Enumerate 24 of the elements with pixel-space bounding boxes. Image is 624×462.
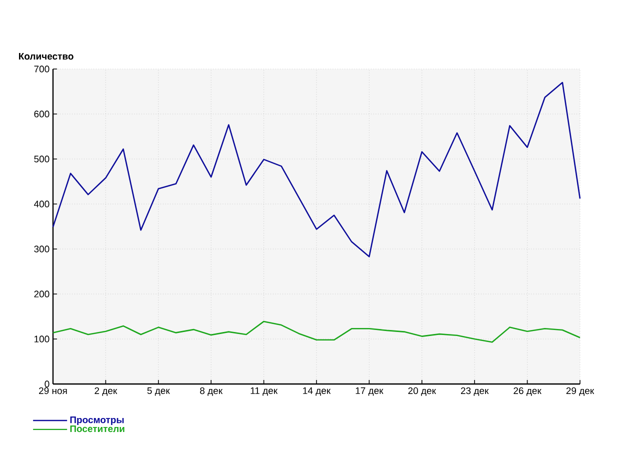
y-tick-label: 200 [34,290,50,298]
x-tick-label: 2 дек [94,387,118,396]
x-tick-label: 5 дек [147,387,170,396]
x-tick-label: 29 дек [566,387,594,396]
x-tick-label: 20 дек [408,387,436,396]
y-tick-label: 300 [34,246,50,252]
y-axis-title: Количество [19,53,74,60]
y-tick-label: 600 [34,110,50,118]
x-tick-label: 11 дек [250,387,278,396]
x-tick-label: 8 дек [200,387,223,396]
y-tick-label: 700 [34,66,50,72]
x-tick-label: 29 ноя [39,387,67,394]
y-tick-label: 400 [34,200,50,208]
legend-label: Посетители [70,425,124,432]
y-tick-label: 500 [34,156,50,162]
x-tick-label: 17 дек [356,387,384,396]
legend-label: Просмотры [70,416,124,426]
y-tick-label: 0 [44,380,50,388]
x-tick-label: 23 дек [460,387,489,396]
line-series [52,82,581,258]
x-tick-label: 14 дек [303,387,331,396]
y-tick-label: 100 [34,336,50,342]
line-series [52,320,581,343]
x-tick-label: 26 дек [514,387,542,396]
